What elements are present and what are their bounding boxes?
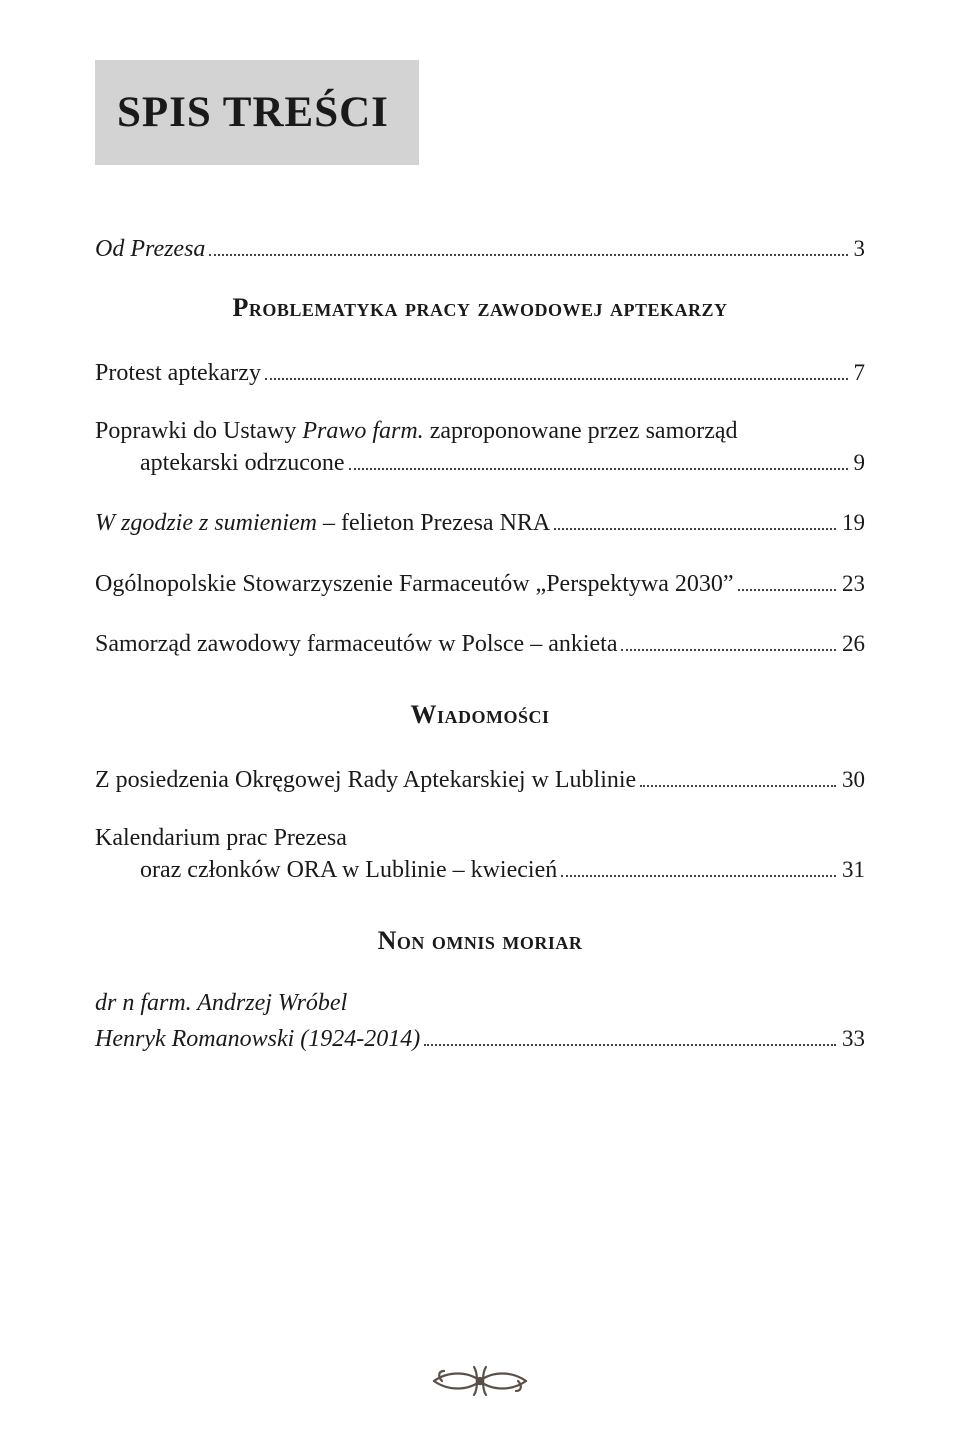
toc-page: 31 bbox=[840, 854, 865, 885]
leader-dots bbox=[424, 1044, 836, 1046]
leader-dots bbox=[554, 528, 836, 530]
toc-label-line2: oraz członków ORA w Lublinie – kwiecień bbox=[140, 854, 557, 886]
leader-dots bbox=[621, 649, 836, 651]
leader-dots bbox=[349, 468, 848, 470]
toc-entry-posiedzenie: Z posiedzenia Okręgowej Rady Aptekarskie… bbox=[95, 764, 865, 796]
toc-entry-felieton: W zgodzie z sumieniem – felieton Prezesa… bbox=[95, 507, 865, 539]
toc-label: Od Prezesa bbox=[95, 233, 205, 265]
toc-label: Protest aptekarzy bbox=[95, 357, 261, 389]
toc-label-line1: Poprawki do Ustawy Prawo farm. zapropono… bbox=[95, 418, 865, 445]
toc-page: 7 bbox=[852, 357, 866, 388]
toc-page: 26 bbox=[840, 628, 865, 659]
leader-dots bbox=[738, 589, 837, 591]
author-line: dr n farm. Andrzej Wróbel bbox=[95, 990, 865, 1017]
leader-dots bbox=[209, 254, 847, 256]
toc-entry-protest: Protest aptekarzy 7 bbox=[95, 357, 865, 389]
section-heading-wiadomosci: Wiadomości bbox=[95, 700, 865, 730]
toc-entry-kalendarium: Kalendarium prac Prezesa oraz członków O… bbox=[95, 825, 865, 886]
toc-page: 19 bbox=[840, 507, 865, 538]
toc-entry-poprawki: Poprawki do Ustawy Prawo farm. zapropono… bbox=[95, 418, 865, 479]
toc-label: Henryk Romanowski (1924-2014) bbox=[95, 1023, 420, 1055]
toc-label-line2: aptekarski odrzucone bbox=[140, 447, 345, 479]
toc-label: W zgodzie z sumieniem – felieton Prezesa… bbox=[95, 507, 550, 539]
title-block: SPIS TREŚCI bbox=[95, 60, 419, 165]
toc-label: Ogólnopolskie Stowarzyszenie Farmaceutów… bbox=[95, 568, 734, 600]
toc-label: Z posiedzenia Okręgowej Rady Aptekarskie… bbox=[95, 764, 636, 796]
section-heading-problematyka: Problematyka pracy zawodowej aptekarzy bbox=[95, 293, 865, 323]
toc-page: 30 bbox=[840, 764, 865, 795]
toc-entry-romanowski: Henryk Romanowski (1924-2014) 33 bbox=[95, 1023, 865, 1055]
toc-entry-stowarzyszenie: Ogólnopolskie Stowarzyszenie Farmaceutów… bbox=[95, 568, 865, 600]
ornament-icon bbox=[428, 1359, 532, 1403]
section-heading-non-omnis: Non omnis moriar bbox=[95, 926, 865, 956]
toc-page: 23 bbox=[840, 568, 865, 599]
leader-dots bbox=[561, 875, 836, 877]
leader-dots bbox=[265, 378, 848, 380]
toc-entry-ankieta: Samorząd zawodowy farmaceutów w Polsce –… bbox=[95, 628, 865, 660]
toc-page: 3 bbox=[852, 233, 866, 264]
toc-label: Samorząd zawodowy farmaceutów w Polsce –… bbox=[95, 628, 617, 660]
leader-dots bbox=[640, 785, 836, 787]
toc-page: 33 bbox=[840, 1023, 865, 1054]
toc-page: 9 bbox=[852, 447, 866, 478]
toc-label-line1: Kalendarium prac Prezesa bbox=[95, 825, 865, 852]
toc-entry-od-prezesa: Od Prezesa 3 bbox=[95, 233, 865, 265]
page-title: SPIS TREŚCI bbox=[117, 88, 389, 137]
